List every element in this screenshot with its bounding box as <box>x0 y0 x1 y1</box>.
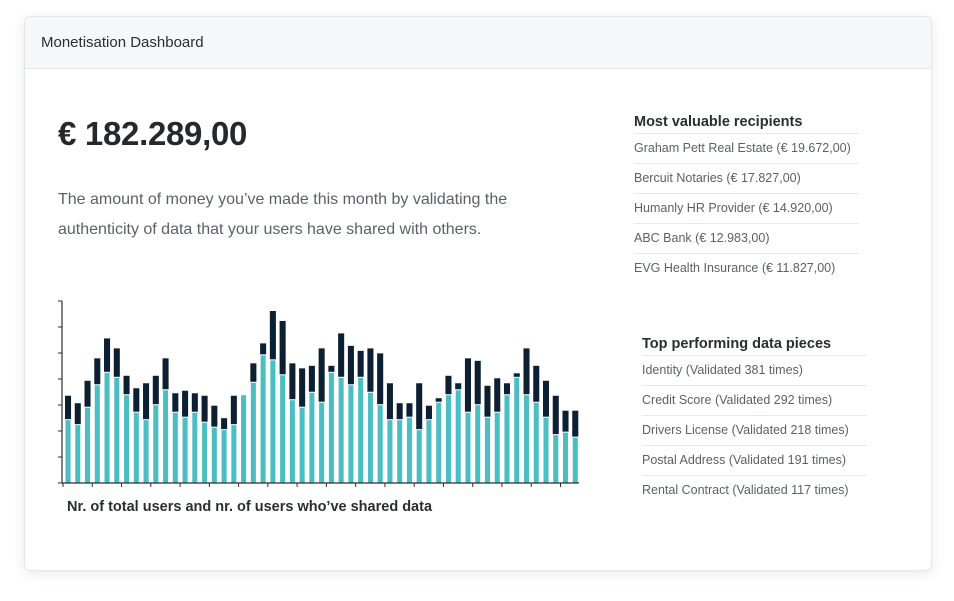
recipients-title: Most valuable recipients <box>634 112 859 134</box>
shared-users-bar <box>240 394 248 484</box>
shared-users-bar <box>64 419 72 484</box>
recipient-item: Humanly HR Provider (€ 14.920,00) <box>634 194 859 224</box>
shared-users-bar <box>464 411 472 484</box>
shared-users-bar <box>425 419 433 484</box>
shared-users-bar <box>201 421 209 484</box>
shared-users-bar <box>230 424 238 484</box>
shared-users-bar <box>74 424 82 484</box>
chart-svg <box>58 300 579 487</box>
data-piece-item: Credit Score (Validated 292 times) <box>642 386 867 416</box>
shared-users-bar <box>269 359 277 484</box>
shared-users-bar <box>259 354 267 484</box>
shared-users-bar <box>542 416 550 484</box>
monetisation-card: Monetisation Dashboard € 182.289,00 The … <box>24 16 932 571</box>
shared-users-bar <box>561 431 570 484</box>
shared-users-bar <box>171 411 179 484</box>
shared-users-bar <box>337 376 345 484</box>
shared-users-bar <box>503 394 511 484</box>
shared-users-bar <box>298 406 306 484</box>
shared-users-bar <box>532 401 540 484</box>
shared-users-bar <box>123 394 131 484</box>
shared-users-bar <box>357 376 365 484</box>
card-header: Monetisation Dashboard <box>25 17 931 69</box>
shared-users-bar <box>396 419 404 484</box>
shared-users-bar <box>308 391 316 484</box>
data-piece-item: Rental Contract (Validated 117 times) <box>642 483 849 497</box>
recipient-item: Bercuit Notaries (€ 17.827,00) <box>634 164 859 194</box>
shared-users-bar <box>84 406 92 484</box>
data-pieces-title: Top performing data pieces <box>642 334 867 356</box>
shared-users-bar <box>552 434 560 484</box>
shared-users-bar <box>386 419 394 484</box>
x-ticks <box>62 483 561 487</box>
shared-users-bar <box>454 389 462 484</box>
shared-users-bar <box>93 384 101 484</box>
page-title: Monetisation Dashboard <box>41 34 204 51</box>
recipient-item: Graham Pett Real Estate (€ 19.672,00) <box>634 134 859 164</box>
shared-users-bar <box>474 404 482 484</box>
data-piece-item: Drivers License (Validated 218 times) <box>642 416 867 446</box>
shared-users-bar <box>327 371 335 484</box>
shared-users-bar <box>113 376 121 484</box>
top-performing-data-pieces: Top performing data pieces Identity (Val… <box>642 334 867 505</box>
data-piece-item: Postal Address (Validated 191 times) <box>642 446 867 476</box>
shared-users-bar <box>493 411 501 484</box>
shared-users-bar <box>162 389 170 484</box>
shared-users-bar <box>220 429 228 484</box>
shared-users-bar <box>152 404 160 484</box>
shared-users-bar <box>191 411 199 484</box>
revenue-description: The amount of money you’ve made this mon… <box>58 191 508 238</box>
most-valuable-recipients: Most valuable recipients Graham Pett Rea… <box>634 112 859 283</box>
shared-users-bar <box>132 411 140 484</box>
shared-users-bar <box>318 401 326 484</box>
shared-users-bar <box>181 416 189 484</box>
shared-users-bar <box>366 391 374 484</box>
shared-users-bar <box>376 404 384 484</box>
recipient-item: ABC Bank (€ 12.983,00) <box>634 224 859 254</box>
shared-users-bar <box>142 419 150 484</box>
users-bar-chart <box>55 299 585 489</box>
y-ticks <box>58 300 62 484</box>
shared-users-bar <box>405 416 413 484</box>
shared-users-bar <box>347 384 355 484</box>
shared-users-bar <box>522 394 531 484</box>
chart-title: Nr. of total users and nr. of users who’… <box>67 499 433 515</box>
recipient-item: EVG Health Insurance (€ 11.827,00) <box>634 261 836 275</box>
shared-users-bar <box>483 416 492 484</box>
shared-users-bar <box>210 426 218 484</box>
shared-users-bar <box>249 381 257 484</box>
shared-users-bar <box>513 376 521 484</box>
shared-users-bar <box>288 399 296 484</box>
bars-group <box>64 310 579 484</box>
data-piece-item: Identity (Validated 381 times) <box>642 356 867 386</box>
shared-users-bar <box>435 401 443 484</box>
monthly-revenue-amount: € 182.289,00 <box>58 115 248 152</box>
shared-users-bar <box>571 436 579 484</box>
shared-users-bar <box>415 429 423 484</box>
shared-users-bar <box>103 371 111 484</box>
shared-users-bar <box>279 374 287 484</box>
shared-users-bar <box>444 394 452 484</box>
